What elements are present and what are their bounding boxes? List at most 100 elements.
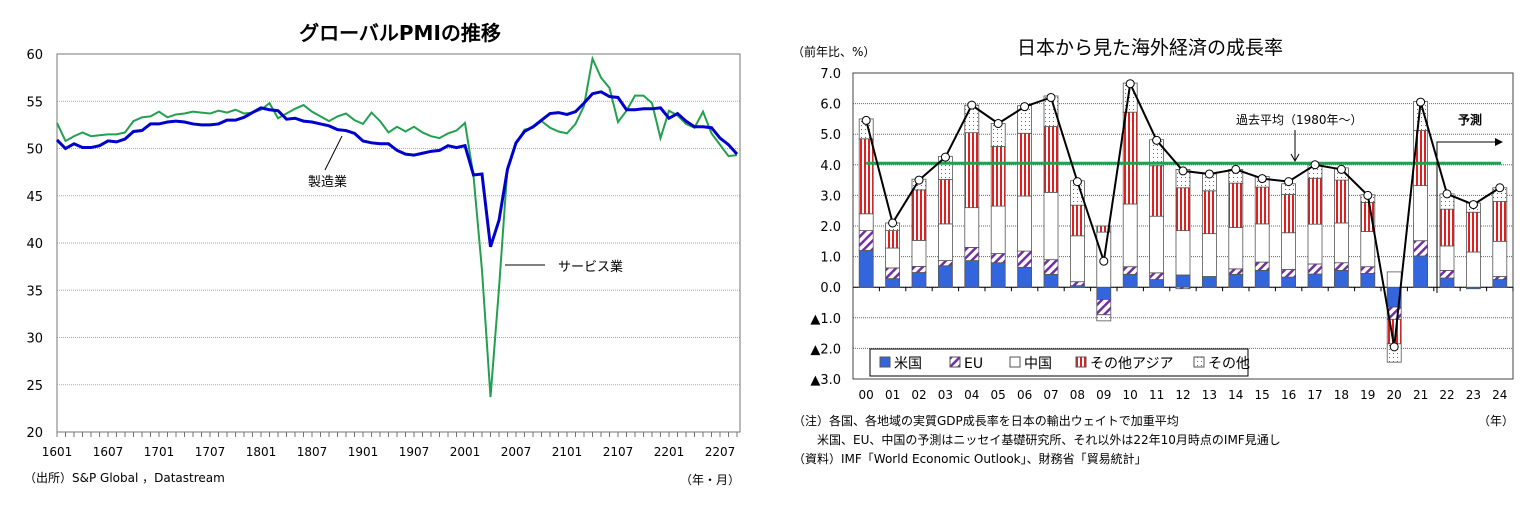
x-tick-label: 03 [938,388,953,402]
x-tick-label: 06 [1017,388,1032,402]
bar-EU-15 [1254,261,1270,271]
total-point-13 [1204,169,1214,179]
bar-中国-20 [1386,271,1402,288]
x-tick-label: 09 [1096,388,1111,402]
bar-その他アジア-11 [1149,165,1164,217]
bar-米国-17 [1307,273,1323,288]
x-tick-label: 1901 [348,445,379,459]
bar-その他-09 [1096,314,1112,322]
x-tick-label: 14 [1228,388,1243,402]
bar-EU-14 [1228,268,1244,275]
bar-EU-02 [911,265,927,273]
forecast-bracket [1436,141,1495,293]
legend-label: その他アジア [1090,356,1173,372]
bar-中国-01 [885,247,900,269]
bar-中国-00 [858,213,874,231]
y-tick-label: 1.0 [820,251,841,266]
y-tick-label: 7.0 [820,67,841,82]
y-tick-label: 3.0 [820,189,841,204]
x-tick-label: 1801 [246,445,277,459]
bar-EU-12 [1175,286,1191,290]
total-point-24 [1495,183,1505,193]
x-tick-label: 11 [1149,388,1164,402]
bar-EU-18 [1334,262,1349,271]
note-3: （資料）IMF「World Economic Outlook」、財務省「貿易統計… [793,451,1147,466]
x-tick-label: 2107 [603,445,634,459]
x-tick-label: 15 [1255,388,1270,402]
total-point-02 [914,175,924,185]
x-tick-label: 2007 [501,445,532,459]
bar-中国-08 [1070,235,1085,283]
y-tick-label: 0.0 [820,281,841,296]
x-tick-label: 1601 [42,445,73,459]
bar-米国-07 [1043,273,1059,288]
bar-その他アジア-17 [1307,177,1323,225]
bar-EU-06 [1017,250,1032,268]
y-tick-label: 55 [26,95,43,110]
total-point-04 [967,100,977,110]
total-point-23 [1468,200,1478,210]
total-point-12 [1178,166,1188,176]
legend-box [869,348,1249,377]
x-tick-label: 18 [1334,388,1349,402]
x-tick-label: 1707 [195,445,226,459]
x-tick-label: 2207 [705,445,736,459]
x-tick-label: 17 [1307,388,1322,402]
y-tick-label: 30 [26,332,43,347]
note-1: （注）各国、各地域の実質GDP成長率を日本の輸出ウェイトで加重平均 [793,413,1179,428]
legend-swatch-0 [879,356,891,368]
bar-その他アジア-24 [1492,201,1508,242]
bar-その他アジア-13 [1202,190,1217,235]
bar-米国-19 [1360,273,1376,288]
x-tick-label: 07 [1043,388,1058,402]
y-tick-label: 20 [26,426,43,441]
bar-中国-14 [1228,227,1244,270]
x-tick-label: 05 [991,388,1006,402]
bar-EU-08 [1070,281,1085,287]
bar-中国-07 [1043,191,1059,261]
total-point-11 [1152,135,1162,145]
total-point-17 [1310,160,1320,170]
y-tick-label: ▲3.0 [810,373,841,388]
bar-中国-13 [1202,233,1217,277]
bar-米国-14 [1228,273,1244,288]
average-arrowhead [1290,153,1300,163]
bar-その他アジア-03 [938,179,953,225]
y-tick-label: 40 [26,237,43,252]
pmi-chart: グローバルPMIの推移 60 55 50 45 40 35 30 25 20 1601 1607 17… [24,21,741,487]
bar-米国-03 [938,265,953,288]
bar-EU-21 [1413,240,1428,257]
bar-中国-24 [1492,240,1508,277]
x-tick-label: 01 [885,388,900,402]
bar-その他アジア-07 [1043,126,1059,193]
total-point-21 [1416,97,1426,107]
x-tick-label: 16 [1281,388,1296,402]
bar-EU-19 [1360,266,1376,274]
x-tick-label: 20 [1387,388,1402,402]
bar-中国-05 [990,205,1006,254]
legend-swatch-3 [1075,356,1087,368]
plot-frame [852,72,1514,380]
bar-米国-16 [1281,276,1296,288]
plot-frame [56,53,741,433]
bar-その他アジア-09 [1096,225,1112,233]
total-point-08 [1072,177,1082,187]
legend-swatch-4 [1193,356,1205,368]
legend-label: その他 [1208,356,1250,372]
bar-EU-16 [1281,269,1296,278]
forecast-label: 予測 [1458,112,1482,127]
x-tick-label: 00 [859,388,874,402]
bar-EU-11 [1149,272,1164,280]
bar-EU-00 [858,230,874,251]
x-tick-label: 1807 [297,445,328,459]
x-tick-label: 12 [1175,388,1190,402]
x-tick-label: 2001 [450,445,481,459]
total-point-14 [1231,164,1241,174]
x-tick-label: 23 [1466,388,1481,402]
note-2: 米国、EU、中国の予測はニッセイ基礎研究所、それ以外は22年10月時点のIMF見… [793,432,1281,447]
bar-中国-12 [1175,230,1191,276]
total-point-19 [1363,190,1373,200]
x-tick-label: 13 [1202,388,1217,402]
bar-米国-22 [1439,277,1455,288]
